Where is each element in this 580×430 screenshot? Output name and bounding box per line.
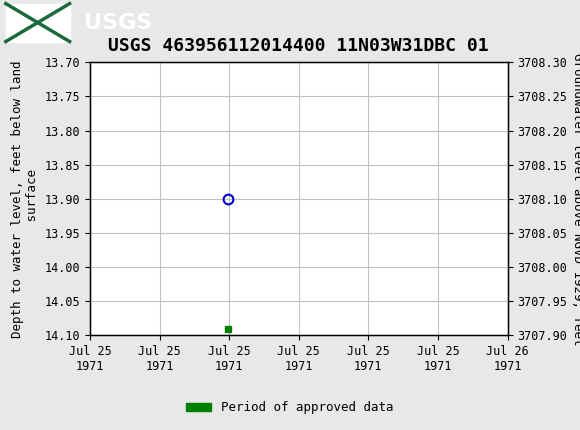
Y-axis label: Depth to water level, feet below land
 surface: Depth to water level, feet below land su… — [11, 60, 39, 338]
Title: USGS 463956112014400 11N03W31DBC 01: USGS 463956112014400 11N03W31DBC 01 — [108, 37, 489, 55]
Y-axis label: Groundwater level above NGVD 1929, feet: Groundwater level above NGVD 1929, feet — [571, 52, 580, 345]
Text: USGS: USGS — [84, 12, 153, 33]
Bar — [6, 3, 70, 42]
Legend: Period of approved data: Period of approved data — [181, 396, 399, 419]
